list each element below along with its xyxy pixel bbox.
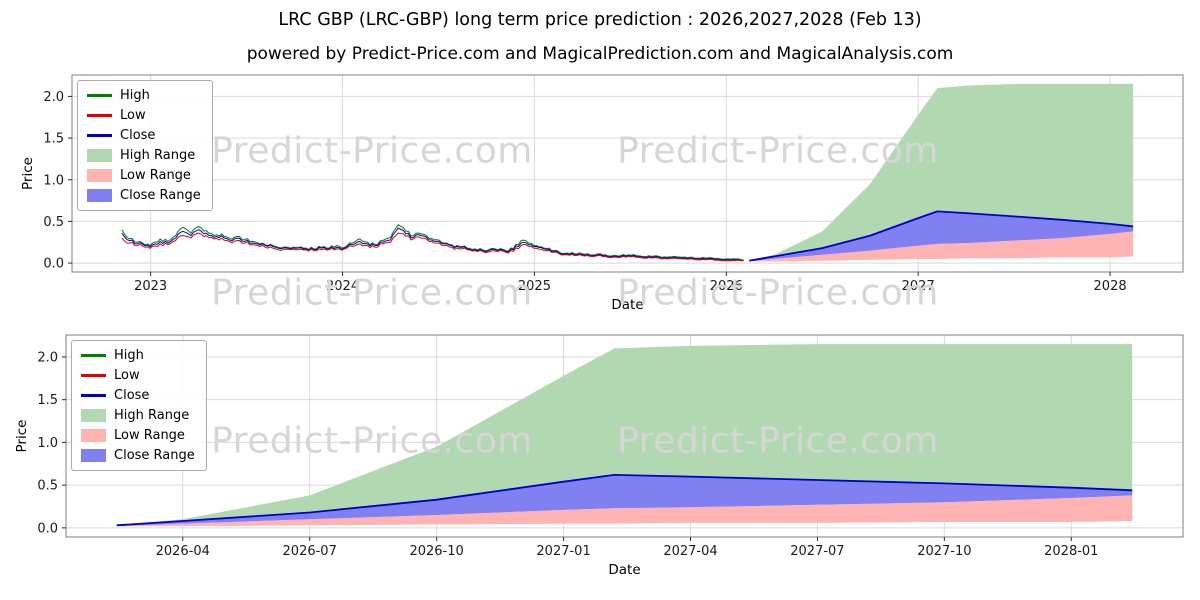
- legend-item-high: High: [81, 348, 195, 363]
- legend-label: High: [120, 88, 150, 103]
- legend-item-low-range: Low Range: [87, 168, 201, 183]
- legend-label: High: [114, 348, 144, 363]
- low-history-line: [121, 232, 744, 262]
- legend-label: Low Range: [114, 428, 185, 443]
- close-prediction-line: [116, 473, 1133, 527]
- y-tick-label: 1.5: [43, 132, 64, 147]
- legend-item-close-range: Close Range: [87, 188, 201, 203]
- x-axis-label: Date: [608, 562, 640, 578]
- y-tick-label: 2.0: [37, 350, 58, 365]
- legend-item-high-range: High Range: [87, 148, 201, 163]
- legend-label: Low Range: [120, 168, 191, 183]
- chart-title: LRC GBP (LRC-GBP) long term price predic…: [278, 10, 922, 30]
- y-tick-label: 1.0: [43, 173, 64, 188]
- y-axis-label: Price: [14, 420, 30, 453]
- y-tick-label: 0.5: [37, 479, 58, 494]
- x-tick-label: 2027-10: [917, 544, 971, 559]
- x-tick-label: 2026-07: [283, 544, 337, 559]
- legend-swatch-patch: [81, 429, 106, 442]
- close-range-area: [116, 474, 1133, 527]
- x-tick-label: 2026-10: [409, 544, 463, 559]
- legend-swatch-line: [81, 394, 106, 397]
- legend-label: High Range: [114, 408, 190, 423]
- top-chart: 2023 2024 2025 2026 2027 2028 0.0 0.5 1.0 1.5 2.0 D…: [20, 74, 1184, 313]
- high-range-area: [116, 344, 1133, 527]
- close-range-area: [749, 211, 1134, 262]
- x-axis-label: Date: [611, 297, 643, 313]
- legend-item-low: Low: [81, 368, 195, 383]
- x-tick-label: 2028: [1094, 279, 1127, 294]
- legend-label: Low: [120, 108, 146, 123]
- legend-label: Close: [114, 388, 150, 403]
- legend-swatch-line: [87, 94, 112, 97]
- y-tick-label: 1.0: [37, 436, 58, 451]
- bottom-chart: 2026-04 2026-07 2026-10 2027-01 2027-04 2027-…: [14, 334, 1184, 578]
- x-tick-label: 2024: [326, 279, 359, 294]
- plot-border: [71, 74, 1184, 273]
- low-range-area: [116, 495, 1133, 527]
- x-tick-label: 2027-04: [663, 544, 717, 559]
- x-tick-label: 2025: [518, 279, 551, 294]
- close-history-line: [121, 227, 744, 262]
- low-range-area: [749, 231, 1134, 262]
- legend-item-close: Close: [87, 128, 201, 143]
- x-tick-label: 2028-01: [1044, 544, 1098, 559]
- legend-label: Close: [120, 128, 156, 143]
- legend-swatch-patch: [87, 189, 112, 202]
- legend-label: Close Range: [120, 188, 201, 203]
- legend-swatch-patch: [81, 449, 106, 462]
- legend-item-close: Close: [81, 388, 195, 403]
- y-axis-label: Price: [20, 157, 36, 190]
- legend-label: High Range: [120, 148, 196, 163]
- legend-item-high-range: High Range: [81, 408, 195, 423]
- close-prediction-line: [749, 210, 1134, 262]
- x-tick-label: 2027-01: [536, 544, 590, 559]
- legend-label: Low: [114, 368, 140, 383]
- legend-swatch-line: [81, 354, 106, 357]
- x-tick-label: 2027: [902, 279, 935, 294]
- legend-swatch-patch: [87, 169, 112, 182]
- x-tick-label: 2023: [134, 279, 167, 294]
- legend-swatch-line: [87, 114, 112, 117]
- legend-swatch-patch: [81, 409, 106, 422]
- y-tick-label: 2.0: [43, 90, 64, 105]
- x-tick-label: 2027-07: [790, 544, 844, 559]
- legend-swatch-patch: [87, 149, 112, 162]
- plot-border: [65, 334, 1184, 538]
- legend-swatch-line: [87, 134, 112, 137]
- legend-swatch-line: [81, 374, 106, 377]
- y-tick-label: 1.5: [37, 393, 58, 408]
- high-range-area: [749, 83, 1134, 262]
- y-tick-label: 0.0: [43, 257, 64, 272]
- legend-item-close-range: Close Range: [81, 448, 195, 463]
- legend-item-low-range: Low Range: [81, 428, 195, 443]
- high-history-line: [121, 224, 744, 261]
- y-tick-label: 0.0: [37, 521, 58, 536]
- legend-bottom-chart: High Low Close High Range Low Range Close Ran…: [71, 340, 207, 471]
- legend-item-low: Low: [87, 108, 201, 123]
- x-tick-label: 2026: [710, 279, 743, 294]
- y-tick-label: 0.5: [43, 215, 64, 230]
- legend-top-chart: High Low Close High Range Low Range Close Ran…: [77, 80, 213, 211]
- legend-item-high: High: [87, 88, 201, 103]
- x-tick-label: 2026-04: [156, 544, 210, 559]
- legend-label: Close Range: [114, 448, 195, 463]
- chart-subtitle: powered by Predict-Price.com and Magical…: [246, 44, 954, 64]
